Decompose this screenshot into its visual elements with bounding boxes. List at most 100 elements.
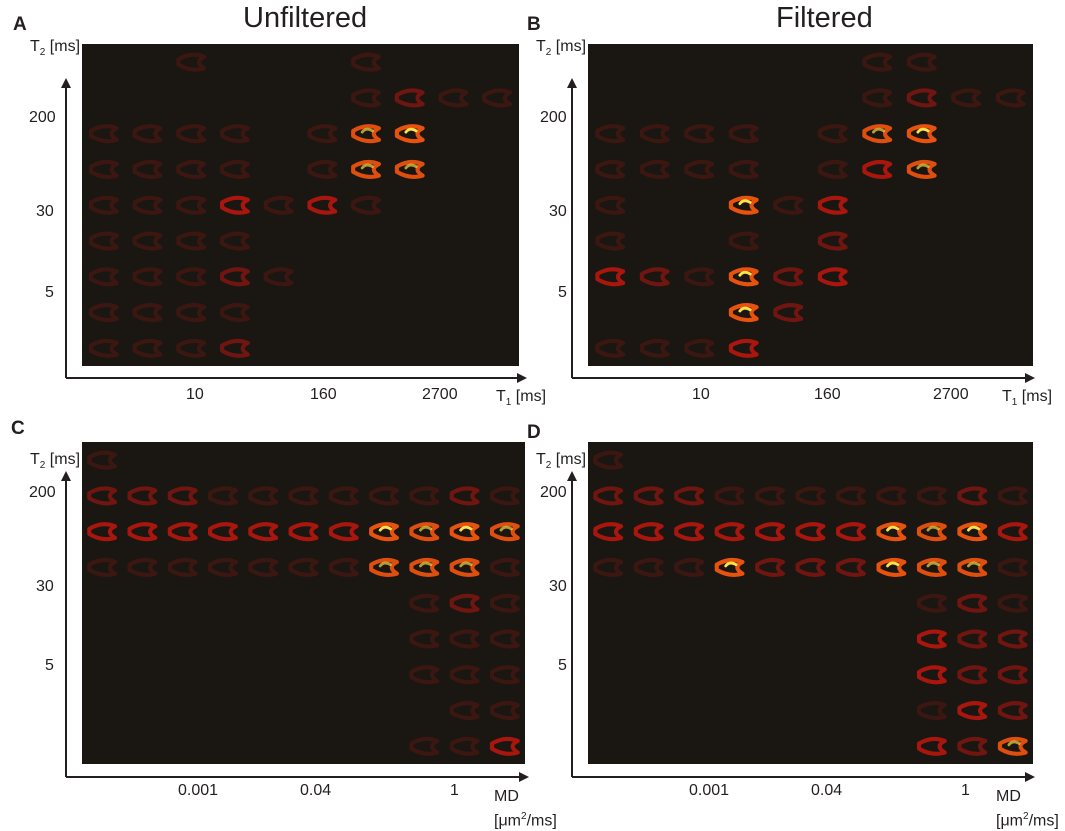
plot-b — [588, 44, 1033, 366]
heart-slice — [449, 665, 480, 685]
heart-slice — [595, 267, 626, 287]
heart-slice — [208, 486, 238, 506]
heart-slice — [263, 195, 294, 215]
heart-slice — [957, 593, 988, 613]
heart-slice — [449, 557, 480, 577]
heart-slice — [957, 665, 988, 685]
x-axis-label-b: T1 [ms] — [1002, 388, 1053, 409]
x-tick-b-2700: 2700 — [933, 386, 969, 403]
heart-slice — [449, 593, 480, 613]
heart-slice — [132, 338, 163, 358]
y-tick-a-30: 30 — [36, 203, 54, 220]
heart-slice — [220, 159, 250, 179]
heart-slice — [307, 124, 338, 144]
heart-slice — [176, 267, 207, 287]
heart-slice — [176, 52, 207, 72]
heart-slice — [394, 159, 425, 179]
heart-slice — [220, 195, 250, 215]
heart-slice — [916, 701, 947, 721]
x-tick-b-160: 160 — [814, 386, 841, 403]
heart-slice — [449, 522, 480, 542]
plot-d — [588, 442, 1033, 764]
heart-slice — [957, 522, 988, 542]
heart-slice — [876, 486, 907, 506]
x-tick-c-004: 0.04 — [300, 782, 332, 799]
y-axis-label-d: T2 [ms] — [536, 451, 587, 472]
heart-slice — [369, 522, 399, 542]
heart-slice — [684, 124, 715, 144]
heart-slice — [817, 195, 848, 215]
heart-slice — [876, 522, 907, 542]
heart-slice — [489, 701, 520, 721]
heart-slice — [916, 736, 947, 756]
y-tick-d-200: 200 — [540, 484, 567, 501]
heart-slice — [263, 267, 294, 287]
x-tick-a-160: 160 — [310, 386, 337, 403]
heart-slice — [862, 88, 893, 108]
panel-letter-a: A — [13, 14, 27, 35]
heart-slice — [714, 522, 745, 542]
heart-slice — [916, 593, 947, 613]
heart-slice — [916, 486, 947, 506]
heart-slice — [489, 522, 520, 542]
heart-slice — [639, 159, 670, 179]
heart-slice — [997, 665, 1028, 685]
heart-slice — [87, 522, 118, 542]
heart-slice — [595, 231, 626, 251]
heart-slice — [593, 522, 624, 542]
title-filtered: Filtered — [776, 2, 873, 34]
heart-slice — [593, 486, 624, 506]
heart-slice — [674, 486, 705, 506]
heart-slice — [307, 195, 338, 215]
heart-slice — [728, 159, 759, 179]
heart-slice — [684, 267, 715, 287]
heart-slice — [220, 124, 250, 144]
heart-slice — [351, 159, 381, 179]
heart-slice — [795, 486, 826, 506]
heart-slice — [489, 736, 520, 756]
heart-slice — [220, 231, 250, 251]
heart-slice — [449, 629, 480, 649]
heart-slice — [755, 557, 785, 577]
plot-a — [82, 44, 519, 366]
heart-slice — [997, 736, 1028, 756]
heart-slice — [906, 88, 937, 108]
heart-slice — [176, 159, 207, 179]
heart-slice — [409, 557, 440, 577]
y-tick-d-5: 5 — [558, 657, 567, 674]
heart-slice — [220, 303, 250, 323]
heart-slice — [394, 124, 425, 144]
heart-slice — [916, 629, 947, 649]
heart-slice — [394, 88, 425, 108]
heart-slice — [176, 124, 207, 144]
heart-slice — [489, 629, 520, 649]
heart-slice — [714, 486, 745, 506]
heart-slice — [593, 557, 624, 577]
y-tick-b-30: 30 — [549, 203, 567, 220]
heart-slice — [176, 195, 207, 215]
heart-slice — [176, 303, 207, 323]
heart-slice — [328, 557, 359, 577]
heart-slice — [916, 557, 947, 577]
heart-slice — [132, 303, 163, 323]
panel-letter-d: D — [527, 422, 541, 443]
heart-slice — [633, 486, 664, 506]
heart-slice — [176, 231, 207, 251]
x-tick-d-004: 0.04 — [811, 782, 843, 799]
heart-slice — [489, 486, 520, 506]
heart-slice — [728, 124, 759, 144]
heart-slice — [176, 338, 207, 358]
heart-slice — [288, 486, 319, 506]
heart-slice — [957, 486, 988, 506]
heart-slice — [409, 665, 440, 685]
heart-slice — [916, 522, 947, 542]
heart-slice — [997, 629, 1028, 649]
heart-slice — [88, 231, 119, 251]
heart-slice — [248, 522, 279, 542]
heart-slice — [684, 159, 715, 179]
y-axis-label-b: T2 [ms] — [536, 38, 587, 59]
heart-slice — [351, 88, 381, 108]
heart-slice — [728, 195, 759, 215]
heart-slice — [489, 665, 520, 685]
